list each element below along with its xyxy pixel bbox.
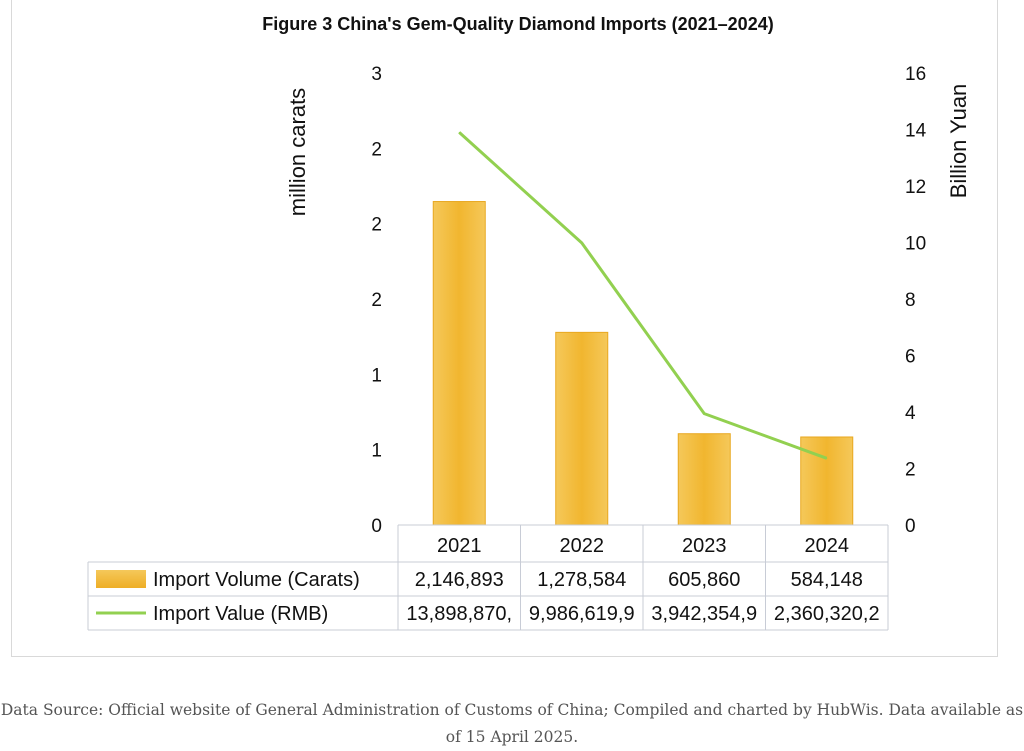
y-left-tick-label: 1 [371,365,382,386]
y-left-tick-label: 3 [371,64,382,85]
bar-import-volume-2022 [555,331,609,526]
x-tick-label: 2022 [560,535,605,557]
bar-import-volume-2023 [677,433,731,526]
table-cell-value: 9,986,619,9 [529,603,635,625]
bar-import-volume-2021 [432,201,486,526]
line-point-import-value-2021 [458,131,460,133]
y-left-axis-label: million carats [285,88,310,216]
line-import-value [458,131,828,460]
y-left-tick-label: 0 [371,516,382,537]
x-tick-label: 2024 [805,535,850,557]
y-right-tick-label: 8 [905,290,916,311]
table-cell-value: 2,360,320,2 [774,603,880,625]
y-right-tick-label: 6 [905,347,916,368]
line-point-import-value-2022 [581,242,583,244]
line-point-import-value-2023 [703,413,705,415]
table-cell-value: 13,898,870, [406,603,512,625]
source-note-line-2: of 15 April 2025. [445,728,579,746]
chart-title: Figure 3 China's Gem-Quality Diamond Imp… [262,14,773,34]
chart: Figure 3 China's Gem-Quality Diamond Imp… [87,14,971,631]
table-cell-value: 584,148 [791,569,863,591]
source-note-line-1: Data Source: Official website of General… [0,701,1024,719]
y-left-tick-label: 2 [371,215,382,236]
y-right-tick-label: 14 [905,121,927,142]
y-right-tick-label: 12 [905,177,926,198]
x-tick-label: 2021 [437,535,482,557]
table-cell-value: 605,860 [668,569,740,591]
chart-frame [11,0,998,657]
y-right-axis-label: Billion Yuan [946,84,971,199]
y-left-tick-label: 1 [371,441,382,462]
y-right-tick-label: 16 [905,64,926,85]
y-right-tick-label: 0 [905,516,916,537]
legend-swatch-import-volume [96,570,146,588]
line-point-import-value-2024 [826,457,828,459]
table-cell-value: 3,942,354,9 [651,603,757,625]
y-right-tick-label: 4 [905,403,916,424]
table-cell-value: 2,146,893 [415,569,504,591]
y-right-tick-label: 2 [905,460,916,481]
legend-label: Import Value (RMB) [153,603,328,625]
legend-label: Import Volume (Carats) [153,569,360,591]
x-tick-label: 2023 [682,535,727,557]
source-note: Data Source: Official website of General… [0,697,1024,751]
y-right-tick-label: 10 [905,234,926,255]
y-left-tick-label: 2 [371,290,382,311]
y-left-tick-label: 2 [371,139,382,160]
table-cell-value: 1,278,584 [537,569,626,591]
